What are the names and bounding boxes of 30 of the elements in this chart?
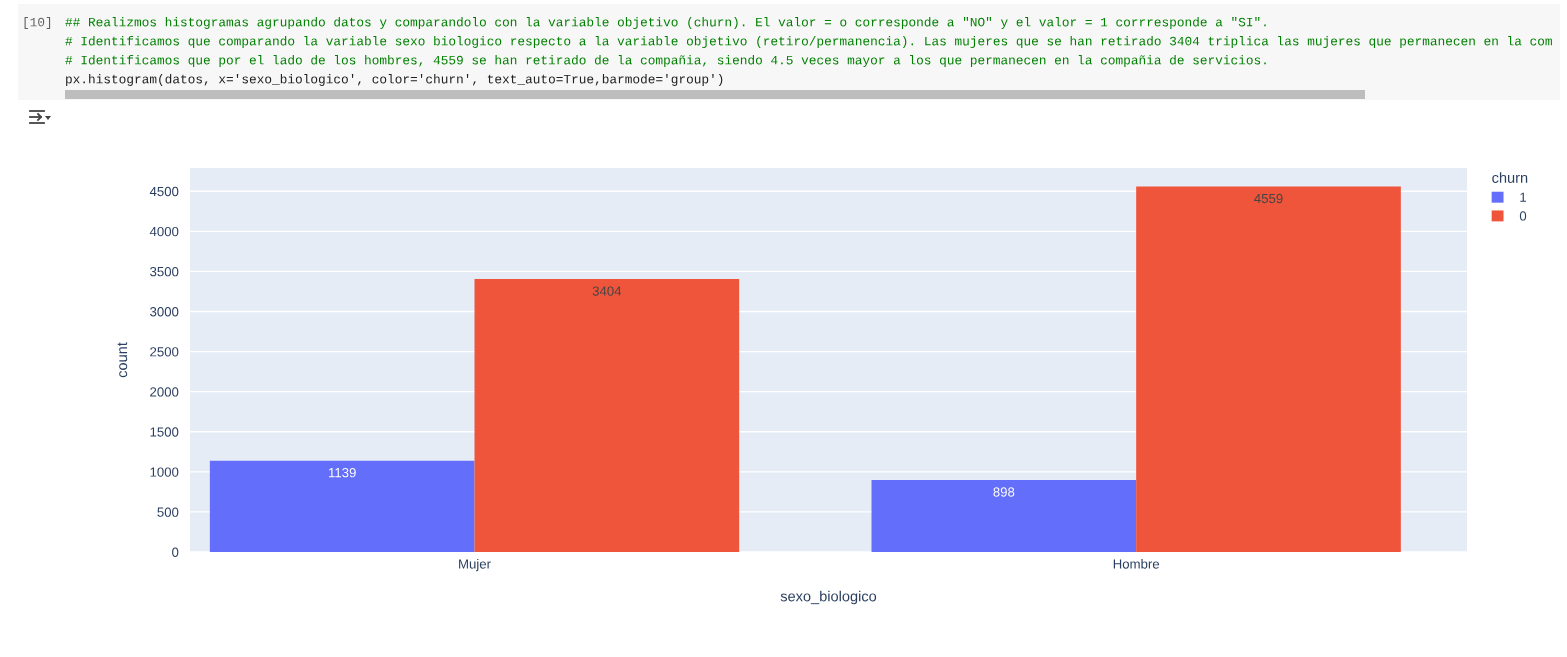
y-tick-label: 500: [157, 507, 179, 517]
text: ## Realizmos histogramas agrupando datos y comparandolo con la variable objetivo (churn). El valor = o corresponde a "NO" y el valor = 1 corrresponde a "SI".: [65, 17, 1266, 29]
text: [10]: [24, 17, 51, 29]
data-label: 898: [993, 487, 1015, 497]
text: # Identificamos que por el lado de los hombres, 4559 se han retirado de la compañia, siendo 4.5 veces mayor a los que permanecen en la compañia de servicios.: [65, 55, 1266, 67]
y-tick-label: 4000: [149, 226, 179, 237]
bar: [871, 480, 1137, 552]
legend-title: churn: [1492, 172, 1528, 183]
y-tick-label: 3000: [150, 307, 179, 317]
x-tick-label: Mujer: [459, 558, 491, 572]
bar: [474, 279, 740, 552]
data-label: 4559: [1254, 193, 1283, 204]
legend-label: 0: [1519, 211, 1527, 221]
bar: [1136, 186, 1401, 552]
y-tick-label: 4500: [149, 186, 179, 197]
x-tick-label: Hombre: [1113, 558, 1160, 569]
y-axis-title: count: [117, 342, 128, 378]
y-tick-label: 1000: [150, 467, 179, 477]
y-tick-label: 2500: [150, 347, 179, 357]
text: # Identificamos que comparando la variable sexo biologico respecto a la variable objetivo (retiro/permanencia). Las mujeres que se han retirado 3404 triplica las mujeres que permanecen en la com: [65, 36, 1552, 48]
bar: [209, 460, 475, 552]
data-label: 1139: [329, 467, 356, 478]
legend-label: 1: [1520, 192, 1527, 202]
data-label: 3404: [592, 286, 622, 296]
y-tick-label: 2000: [150, 387, 179, 397]
text: px.histogram(datos, x='sexo_biologico', color='churn', text_auto=True,barmode='group'): [66, 74, 723, 86]
x-axis-title: sexo_biologico: [780, 590, 877, 605]
y-tick-label: 1500: [150, 427, 179, 437]
y-tick-label: 0: [172, 547, 179, 557]
y-tick-label: 3500: [150, 266, 179, 277]
